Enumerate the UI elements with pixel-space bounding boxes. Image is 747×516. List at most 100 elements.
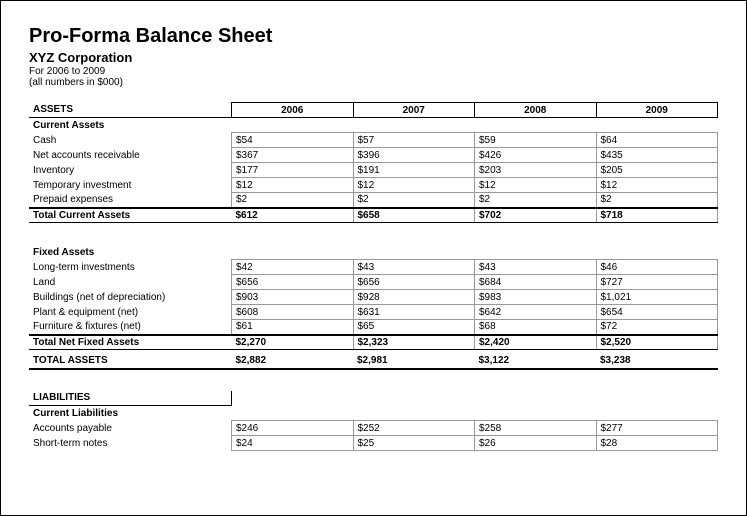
cell: $252: [353, 421, 475, 436]
table-row: Buildings (net of depreciation)$903$928$…: [29, 290, 718, 305]
cell: $277: [596, 421, 718, 436]
period-line: For 2006 to 2009: [29, 66, 718, 77]
table-row: Cash$54$57$59$64: [29, 133, 718, 148]
page-title: Pro-Forma Balance Sheet: [29, 25, 718, 48]
cell: $12: [232, 178, 354, 193]
table-row: Temporary investment$12$12$12$12: [29, 178, 718, 193]
cell: $191: [353, 163, 475, 178]
cell: $2: [475, 193, 597, 208]
section-liabilities: LIABILITIES: [29, 391, 232, 406]
table-row: Inventory$177$191$203$205: [29, 163, 718, 178]
table-row: Short-term notes$24$25$26$28: [29, 436, 718, 451]
row-label: Temporary investment: [29, 178, 232, 193]
cell: $28: [596, 436, 718, 451]
total-cell: $2,420: [475, 335, 597, 350]
cell: $59: [475, 133, 597, 148]
cell: $396: [353, 148, 475, 163]
group-current-liabilities: Current Liabilities: [29, 406, 232, 421]
cell: $61: [232, 320, 354, 335]
row-label: Prepaid expenses: [29, 193, 232, 208]
year-col-2009: 2009: [596, 103, 718, 118]
total-label: Total Current Assets: [29, 208, 232, 223]
grand-total-cell: $2,882: [232, 354, 354, 369]
total-cell: $2,520: [596, 335, 718, 350]
cell: $57: [353, 133, 475, 148]
cell: $42: [232, 260, 354, 275]
cell: $43: [353, 260, 475, 275]
cell: $203: [475, 163, 597, 178]
cell: $928: [353, 290, 475, 305]
group-total: Total Net Fixed Assets$2,270$2,323$2,420…: [29, 335, 718, 350]
row-label: Plant & equipment (net): [29, 305, 232, 320]
year-col-2006: 2006: [232, 103, 354, 118]
cell: $435: [596, 148, 718, 163]
year-col-2008: 2008: [475, 103, 597, 118]
cell: $684: [475, 275, 597, 290]
section-grand-total: TOTAL ASSETS$2,882$2,981$3,122$3,238: [29, 354, 718, 369]
row-label: Furniture & fixtures (net): [29, 320, 232, 335]
cell: $426: [475, 148, 597, 163]
cell: $12: [475, 178, 597, 193]
table-row: Long-term investments$42$43$43$46: [29, 260, 718, 275]
table-row: Plant & equipment (net)$608$631$642$654: [29, 305, 718, 320]
total-cell: $658: [353, 208, 475, 223]
total-cell: $612: [232, 208, 354, 223]
row-label: Cash: [29, 133, 232, 148]
section-assets: ASSETS: [29, 103, 232, 118]
row-label: Short-term notes: [29, 436, 232, 451]
cell: $2: [353, 193, 475, 208]
cell: $246: [232, 421, 354, 436]
cell: $54: [232, 133, 354, 148]
cell: $177: [232, 163, 354, 178]
year-col-2007: 2007: [353, 103, 475, 118]
table-row: Prepaid expenses$2$2$2$2: [29, 193, 718, 208]
balance-sheet-table: ASSETS2006200720082009 Current AssetsCash…: [29, 102, 718, 451]
row-label: Land: [29, 275, 232, 290]
cell: $26: [475, 436, 597, 451]
grand-total-cell: $3,238: [596, 354, 718, 369]
row-label: Buildings (net of depreciation): [29, 290, 232, 305]
cell: $24: [232, 436, 354, 451]
row-label: Accounts payable: [29, 421, 232, 436]
grand-total-label: TOTAL ASSETS: [29, 354, 232, 369]
cell: $12: [596, 178, 718, 193]
table-row: Land$656$656$684$727: [29, 275, 718, 290]
cell: $46: [596, 260, 718, 275]
row-label: Inventory: [29, 163, 232, 178]
total-cell: $2,270: [232, 335, 354, 350]
cell: $903: [232, 290, 354, 305]
cell: $727: [596, 275, 718, 290]
group-fixed-assets: Fixed Assets: [29, 245, 232, 260]
total-label: Total Net Fixed Assets: [29, 335, 232, 350]
total-cell: $2,323: [353, 335, 475, 350]
table-row: Furniture & fixtures (net)$61$65$68$72: [29, 320, 718, 335]
total-cell: $702: [475, 208, 597, 223]
cell: $2: [232, 193, 354, 208]
total-cell: $718: [596, 208, 718, 223]
cell: $608: [232, 305, 354, 320]
cell: $64: [596, 133, 718, 148]
cell: $642: [475, 305, 597, 320]
cell: $656: [353, 275, 475, 290]
cell: $43: [475, 260, 597, 275]
group-total: Total Current Assets$612$658$702$718: [29, 208, 718, 223]
row-label: Net accounts receivable: [29, 148, 232, 163]
cell: $72: [596, 320, 718, 335]
cell: $65: [353, 320, 475, 335]
cell: $2: [596, 193, 718, 208]
table-row: Net accounts receivable$367$396$426$435: [29, 148, 718, 163]
cell: $12: [353, 178, 475, 193]
row-label: Long-term investments: [29, 260, 232, 275]
company-name: XYZ Corporation: [29, 50, 718, 65]
cell: $367: [232, 148, 354, 163]
group-current-assets: Current Assets: [29, 118, 232, 133]
grand-total-cell: $2,981: [353, 354, 475, 369]
cell: $258: [475, 421, 597, 436]
cell: $654: [596, 305, 718, 320]
grand-total-cell: $3,122: [475, 354, 597, 369]
cell: $68: [475, 320, 597, 335]
units-line: (all numbers in $000): [29, 77, 718, 88]
cell: $656: [232, 275, 354, 290]
cell: $205: [596, 163, 718, 178]
cell: $631: [353, 305, 475, 320]
